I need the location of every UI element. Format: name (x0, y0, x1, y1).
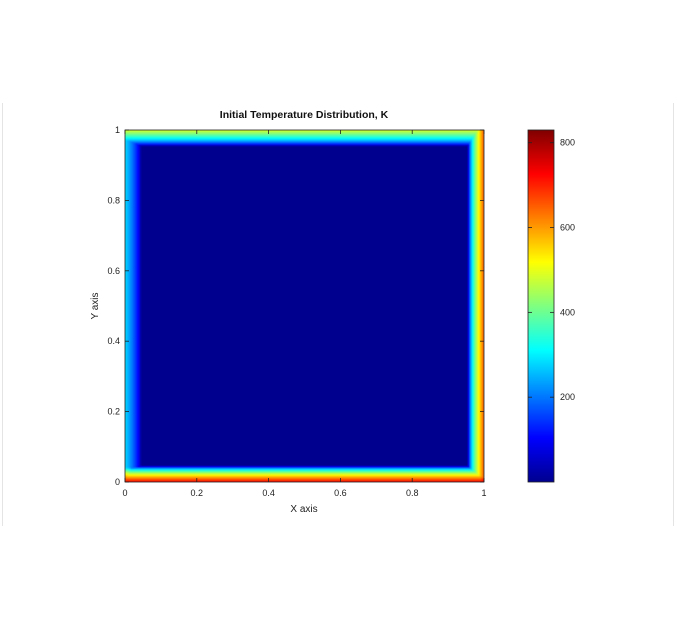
plot-area (124, 129, 485, 483)
x-tick-label: 0.6 (334, 488, 347, 498)
y-tick-label: 1 (115, 125, 120, 135)
chart-title: Initial Temperature Distribution, K (220, 109, 389, 121)
x-tick-label: 1 (481, 488, 486, 498)
y-tick-label: 0 (115, 477, 120, 487)
y-tick-label: 0.6 (107, 266, 120, 276)
colorbar-tick-label: 800 (560, 138, 575, 148)
colorbar-tick-label: 400 (560, 307, 575, 317)
colorbar-tick-label: 200 (560, 392, 575, 402)
heatmap-image (125, 130, 484, 482)
x-tick-label: 0.4 (262, 488, 275, 498)
y-axis-label: Y axis (90, 292, 101, 319)
colorbar-ticks: 200 400 600 800 (528, 138, 575, 402)
colorbar-bar (527, 129, 555, 483)
colorbar-tick-label: 600 (560, 223, 575, 233)
plot-frame (124, 129, 485, 483)
y-tick-label: 0.4 (107, 336, 120, 346)
x-axis-ticks: 0 0.2 0.4 0.6 0.8 1 (122, 130, 487, 498)
y-tick-label: 0.2 (107, 407, 120, 417)
x-tick-label: 0.8 (406, 488, 419, 498)
left-frame-line (2, 103, 3, 526)
x-axis-label: X axis (290, 504, 317, 515)
right-frame-line (673, 103, 674, 526)
x-tick-label: 0.2 (191, 488, 204, 498)
colorbar: 200 400 600 800 (527, 129, 575, 483)
x-tick-label: 0 (122, 488, 127, 498)
y-axis-ticks: 0 0.2 0.4 0.6 0.8 1 (107, 125, 484, 487)
y-tick-label: 0.8 (107, 195, 120, 205)
